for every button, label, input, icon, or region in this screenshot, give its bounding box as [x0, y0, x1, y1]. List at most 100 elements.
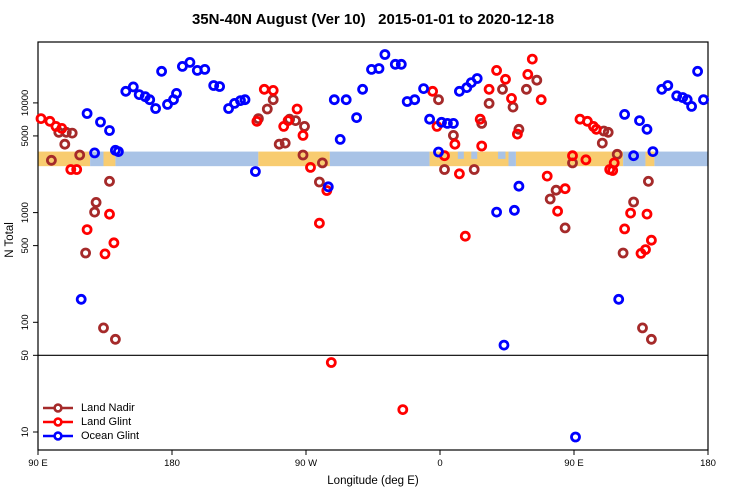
data-point [544, 193, 556, 205]
data-point [322, 181, 334, 193]
data-point [641, 208, 653, 220]
data-point [214, 81, 226, 92]
data-point [513, 123, 525, 135]
band-segment-land [103, 151, 116, 167]
data-point [625, 207, 636, 219]
data-point [526, 53, 538, 65]
data-point [351, 112, 363, 123]
data-point [646, 234, 657, 246]
data-point [297, 129, 309, 141]
data-point [171, 88, 182, 99]
data-point [279, 137, 291, 149]
data-point [313, 176, 325, 188]
plot-frame [37, 41, 709, 451]
data-point [249, 166, 261, 177]
data-point [65, 164, 77, 175]
legend-label: Land Nadir [81, 402, 135, 414]
data-point [44, 115, 56, 127]
data-point [590, 123, 602, 135]
data-point [483, 98, 495, 109]
data-point [334, 133, 346, 145]
data-point [596, 137, 608, 149]
chart-title: 35N-40N August (Ver 10) 2015-01-01 to 20… [191, 11, 555, 28]
legend-marker-icon [43, 417, 73, 427]
data-point [602, 126, 614, 138]
data-point [144, 94, 156, 106]
data-point [686, 101, 697, 112]
data-point [582, 115, 593, 127]
data-point [239, 94, 251, 106]
data-point [235, 95, 246, 106]
y-tick-label: 10000 [20, 90, 31, 116]
data-point [471, 73, 483, 84]
y-tick-label: 10 [20, 427, 31, 438]
data-point [59, 138, 71, 150]
legend: Land Nadir Land Glint Ocean Glint [42, 401, 139, 443]
data-point [110, 333, 121, 345]
data-point [559, 183, 571, 195]
data-point [199, 64, 211, 75]
y-tick-label: 5000 [20, 125, 31, 146]
data-point [184, 57, 196, 68]
data-point [692, 65, 703, 77]
data-point [127, 81, 139, 93]
data-point [104, 208, 115, 220]
data-point [531, 74, 543, 86]
band-segment-ocean [508, 151, 516, 167]
data-point [507, 101, 519, 113]
data-point [71, 164, 83, 175]
data-point [637, 322, 648, 334]
data-point [282, 115, 294, 126]
data-point [617, 247, 629, 259]
data-point [647, 146, 659, 158]
data-point [433, 94, 444, 106]
data-point [643, 175, 654, 187]
data-point [273, 138, 285, 150]
data-point [305, 161, 316, 173]
data-point [662, 80, 674, 91]
data-point [521, 83, 532, 95]
band-inlet-ocean [471, 151, 478, 159]
data-point [628, 196, 639, 208]
data-point [500, 73, 511, 85]
data-point [646, 333, 657, 345]
data-point [397, 404, 409, 416]
data-point [671, 90, 683, 102]
data-point [340, 94, 352, 106]
data-point [580, 154, 592, 166]
data-point [483, 83, 495, 95]
data-point [619, 109, 630, 120]
data-point [90, 196, 102, 208]
data-point [46, 154, 57, 166]
band-segment-ocean [654, 151, 708, 167]
data-point [640, 244, 651, 256]
data-point [436, 116, 447, 128]
data-point [607, 165, 619, 176]
data-point [81, 224, 93, 236]
data-point [513, 180, 525, 192]
data-point [297, 149, 309, 161]
data-point [251, 115, 263, 127]
data-point [261, 103, 273, 115]
data-point [497, 83, 508, 95]
data-point [641, 123, 653, 135]
legend-marker-icon [43, 403, 73, 413]
legend-label: Land Glint [81, 416, 132, 428]
x-tick-label: 180 [164, 458, 180, 469]
data-point [619, 223, 630, 235]
x-tick-label: 180 [700, 458, 716, 469]
x-axis-title: Longitude (deg E) [327, 475, 419, 487]
data-point [258, 83, 270, 95]
band-segment-ocean [115, 151, 259, 167]
data-point [104, 125, 115, 136]
data-point [427, 85, 439, 97]
data-point [509, 204, 520, 216]
data-point [89, 147, 100, 159]
legend-label: Ocean Glint [81, 430, 140, 442]
x-tick-label: 0 [437, 458, 442, 469]
data-point [156, 65, 168, 77]
y-tick-label: 1000 [20, 202, 31, 223]
data-point [498, 339, 510, 351]
data-point [476, 140, 488, 152]
